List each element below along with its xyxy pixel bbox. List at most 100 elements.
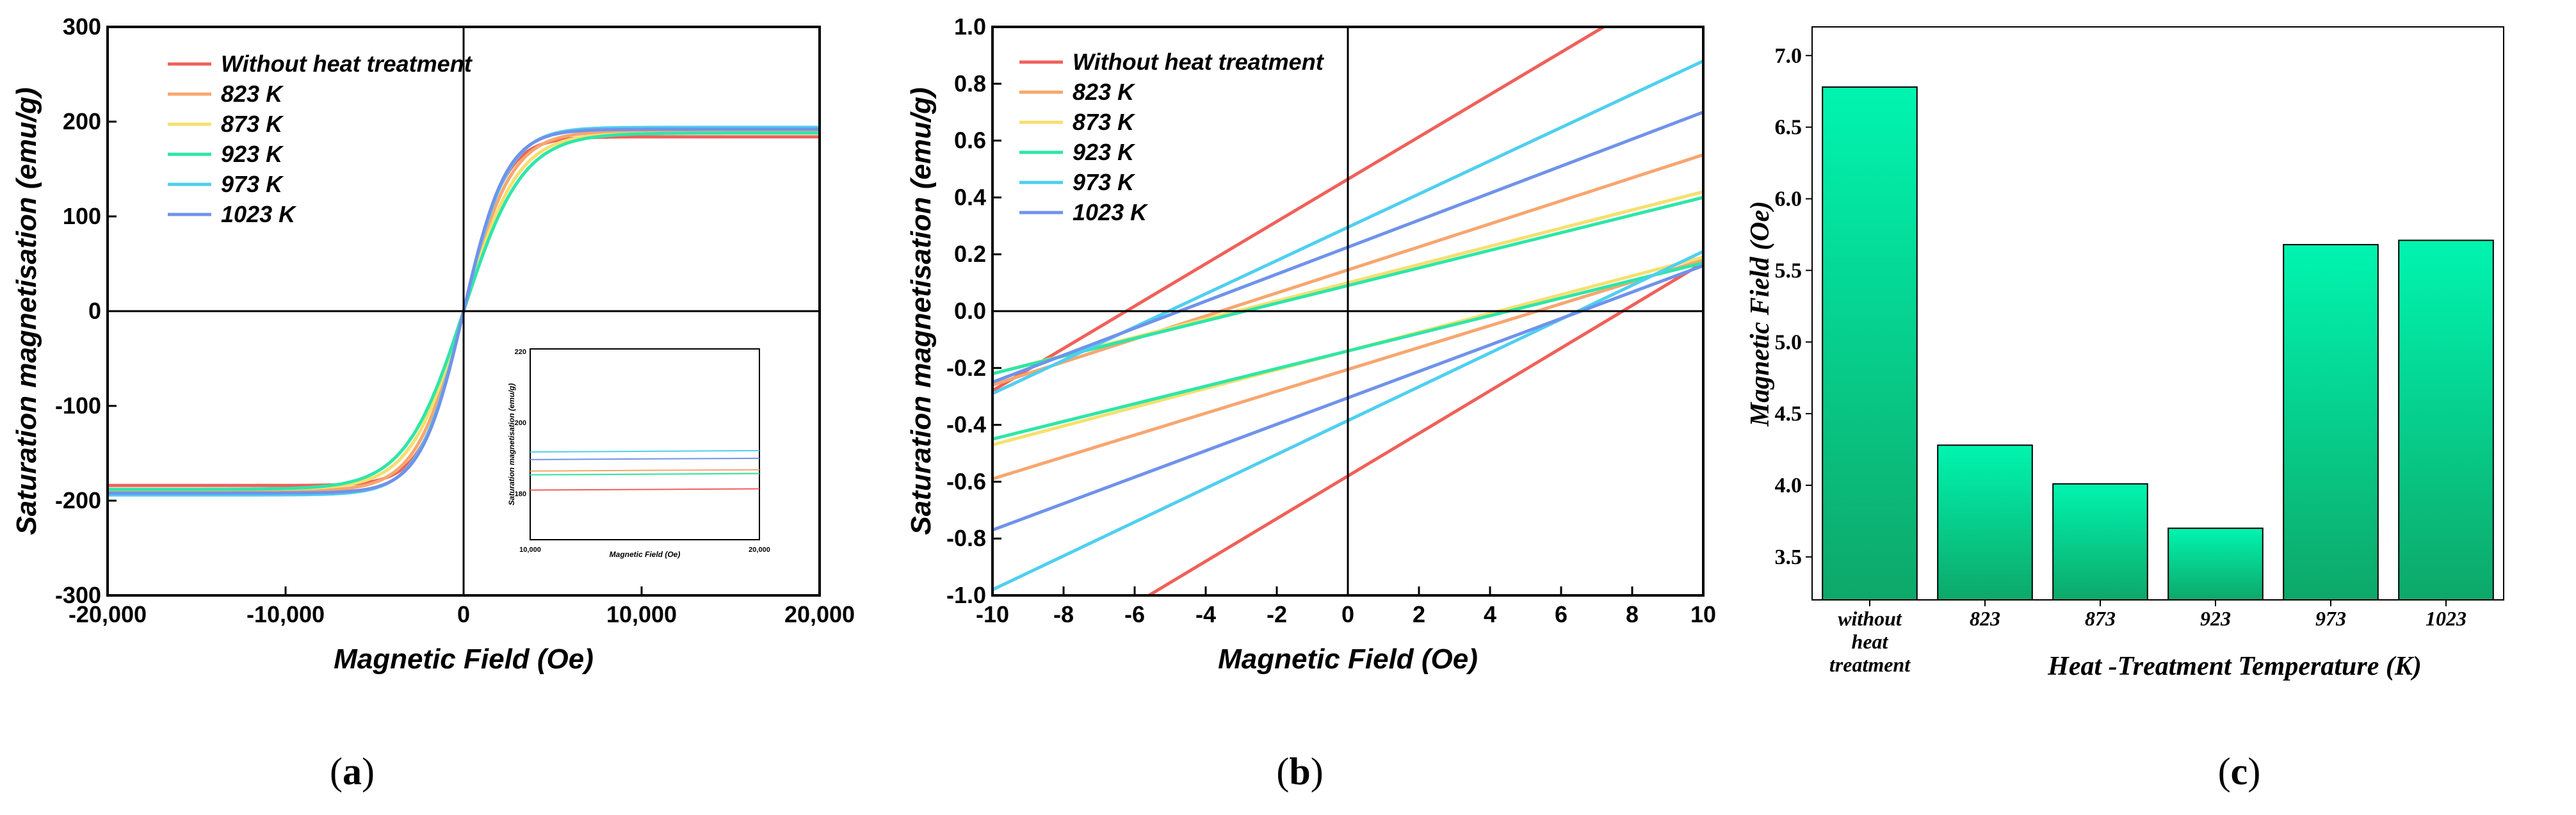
panel-label-b: (b) (1276, 750, 1323, 793)
chart-a-ticks: -20,000 -10,000 0 10,000 20,000 -300 -200 -100 0… (55, 13, 855, 627)
chart-a-inset-line (530, 449, 759, 453)
chart-b-ytick-label: 0.8 (954, 70, 986, 97)
chart-b-xtick-label: -4 (1195, 601, 1216, 627)
chart-a-legend-label: 873 K (221, 111, 284, 137)
chart-a-inset-ytick-label: 220 (515, 348, 526, 356)
chart-b-xtick-label: -6 (1124, 601, 1145, 627)
chart-c-bar (2398, 239, 2494, 601)
chart-b-ylabel: Saturation magnetisation (emu/g) (905, 87, 937, 535)
chart-b: -10 -8 -6 -4 -2 0 2 4 6 8 10 -1.0 -0.8 -0.6 -0.4 -0.2 0.… (905, 13, 1716, 793)
chart-a-legend-label: 1023 K (221, 201, 297, 227)
chart-a-inset-xtick-label: 20,000 (749, 546, 770, 554)
chart-b-ytick-label: 1.0 (954, 13, 986, 40)
chart-c-ylabel: Magnetic Field (Oe) (1746, 201, 1775, 427)
chart-a-ytick-label: 0 (88, 298, 101, 324)
chart-a: -20,000 -10,000 0 10,000 20,000 -300 -200 -100 0… (11, 13, 855, 793)
panel-label-a: (a) (330, 750, 375, 793)
chart-b-xtick-label: -10 (976, 601, 1009, 627)
chart-c-bar (2167, 528, 2264, 601)
chart-b-xtick-label: 0 (1341, 601, 1354, 627)
chart-c-xtick-label: without (1838, 607, 1902, 630)
chart-c-ytick-label: 6.0 (1775, 188, 1802, 211)
chart-a-inset-ylabel: Saturation magnetisation (emu/g) (507, 383, 516, 506)
chart-c-ytick-label: 5.5 (1775, 259, 1802, 282)
chart-c-frame (1811, 26, 2504, 601)
chart-a-inset: 220 200 180 10,000 20,000 Magnetic Field… (507, 348, 770, 559)
chart-a-xtick-label: 20,000 (784, 601, 855, 627)
chart-b-ytick-label: -0.8 (946, 525, 986, 551)
chart-b-xtick-label: 2 (1413, 601, 1425, 627)
chart-a-inset-ytick-label: 200 (515, 419, 526, 427)
chart-b-legend-label: 873 K (1073, 109, 1136, 135)
chart-a-xtick-label: 10,000 (606, 601, 677, 627)
chart-c-xtick-label: 1023 (2426, 607, 2467, 630)
chart-a-inset-line (530, 472, 759, 476)
chart-b-xtick-label: 8 (1626, 601, 1639, 627)
chart-c-xtick-label: 873 (2085, 607, 2116, 630)
chart-a-ytick-label: -300 (55, 582, 101, 608)
chart-a-xtick-label: 0 (457, 601, 470, 627)
chart-c-bar (2283, 244, 2379, 601)
chart-b-ytick-label: 0.6 (954, 127, 986, 154)
chart-a-ytick-label: -200 (55, 487, 101, 513)
chart-c-xtick-label: 973 (2315, 607, 2346, 630)
panel-label-c: (c) (2218, 750, 2261, 793)
chart-b-ytick-label: 0.0 (954, 298, 986, 324)
chart-a-ylabel: Saturation magnetisation (emu/g) (11, 87, 42, 535)
chart-a-inset-xlabel: Magnetic Field (Oe) (610, 550, 681, 559)
chart-b-ticks: -10 -8 -6 -4 -2 0 2 4 6 8 10 -1.0 -0.8 -0.6 -0.4 -0.2 0.… (946, 13, 1716, 627)
chart-a-xlabel: Magnetic Field (Oe) (334, 643, 594, 675)
chart-c-ytick-label: 6.5 (1775, 116, 1802, 140)
chart-a-ytick-label: -100 (55, 392, 101, 419)
chart-c-ytick-label: 3.5 (1775, 545, 1802, 569)
chart-c-ytick-label: 4.5 (1775, 402, 1802, 426)
chart-a-legend-label: 923 K (221, 141, 284, 167)
chart-a-inset-line (530, 457, 759, 460)
chart-b-xtick-label: 10 (1690, 601, 1716, 627)
chart-b-xlabel: Magnetic Field (Oe) (1218, 643, 1478, 675)
chart-b-ytick-label: -1.0 (946, 582, 986, 608)
chart-a-ytick-label: 300 (63, 13, 101, 40)
chart-b-xtick-label: -2 (1267, 601, 1287, 627)
chart-c-bar (1937, 444, 2033, 601)
chart-c-ytick-label: 4.0 (1775, 474, 1802, 497)
chart-a-inset-line (530, 488, 759, 491)
chart-b-ytick-label: -0.2 (946, 355, 986, 381)
chart-c-xtick-label: heat (1852, 630, 1889, 653)
chart-c-bar (2052, 483, 2148, 601)
chart-b-series-line (1147, 261, 1703, 595)
chart-a-legend-label: Without heat treatment (221, 51, 473, 77)
chart-b-xtick-label: -8 (1053, 601, 1074, 627)
chart-c-xtick-label: 923 (2200, 607, 2231, 630)
chart-c-bar (1822, 86, 1918, 601)
chart-c-xtick-label: treatment (1829, 653, 1911, 676)
chart-b-legend: Without heat treatment 823 K 873 K 923 K 973… (1019, 49, 1325, 225)
chart-c-bars (1822, 86, 2494, 601)
chart-b-legend-label: 1023 K (1073, 199, 1149, 225)
chart-b-legend-label: 823 K (1073, 79, 1136, 105)
chart-a-xtick-label: -10,000 (247, 601, 325, 627)
chart-c-ytick-label: 5.0 (1775, 330, 1802, 354)
chart-c-xtick-label: 823 (1970, 607, 2000, 630)
chart-a-inset-xtick-label: 10,000 (519, 546, 541, 554)
chart-b-ytick-label: 0.4 (954, 184, 986, 210)
chart-b-legend-label: Without heat treatment (1073, 49, 1325, 75)
chart-a-inset-lines (530, 449, 759, 491)
chart-b-series-line (992, 27, 1605, 392)
chart-b-legend-label: 973 K (1073, 169, 1136, 195)
chart-c-xlabel: Heat -Treatment Temperature (K) (2047, 652, 2422, 681)
chart-b-xtick-label: 4 (1484, 601, 1496, 627)
chart-a-xtick-label: -20,000 (69, 601, 147, 627)
chart-b-xtick-label: 6 (1555, 601, 1567, 627)
chart-a-inset-frame (530, 348, 760, 540)
chart-b-legend-label: 923 K (1073, 139, 1136, 165)
chart-a-ytick-label: 200 (63, 108, 101, 134)
chart-a-legend: Without heat treatment 823 K 873 K 923 K 973… (168, 51, 473, 227)
chart-a-legend-label: 823 K (221, 81, 284, 107)
chart-c-ytick-label: 7.0 (1775, 44, 1802, 68)
chart-a-ytick-label: 100 (63, 203, 101, 229)
chart-a-inset-ytick-label: 180 (515, 490, 526, 498)
